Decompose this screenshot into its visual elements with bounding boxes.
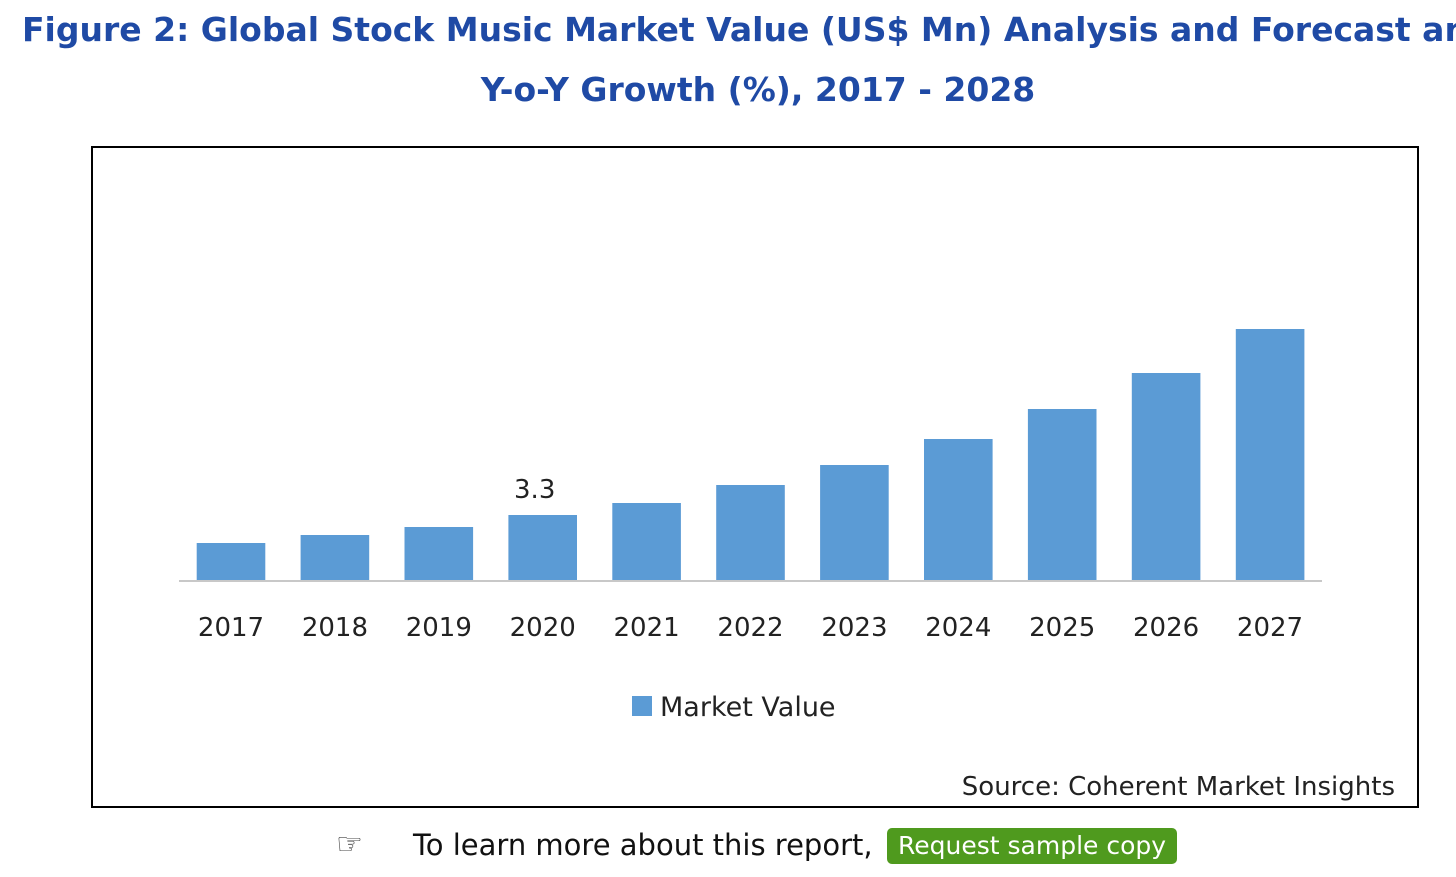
bar-2023 xyxy=(820,465,889,581)
figure-title-line1: Figure 2: Global Stock Music Market Valu… xyxy=(22,10,1456,49)
source-text: Source: Coherent Market Insights xyxy=(962,772,1395,802)
bar-2017 xyxy=(196,543,266,581)
request-sample-copy-button[interactable]: Request sample copy xyxy=(887,828,1178,864)
x-tick-label-2025: 2025 xyxy=(1029,613,1095,643)
bar-2020 xyxy=(508,515,577,581)
bar-2022 xyxy=(716,485,785,581)
bar-2021 xyxy=(612,503,681,581)
x-tick-label-2026: 2026 xyxy=(1133,613,1199,643)
x-tick-label-2021: 2021 xyxy=(614,613,680,643)
bar-2027 xyxy=(1235,329,1305,581)
pointing-hand-icon: ☞ xyxy=(336,827,363,862)
cta-row: ☞ To learn more about this report, Reque… xyxy=(0,826,1456,866)
x-tick-label-2023: 2023 xyxy=(821,613,887,643)
x-tick-label-2027: 2027 xyxy=(1237,613,1303,643)
x-tick-label-2022: 2022 xyxy=(717,613,783,643)
x-tick-label-2019: 2019 xyxy=(406,613,472,643)
bars-layer xyxy=(196,329,1305,581)
x-tick-label-2017: 2017 xyxy=(198,613,264,643)
legend-label: Market Value xyxy=(660,692,836,723)
x-tick-label-2018: 2018 xyxy=(302,613,368,643)
legend: Market Value xyxy=(632,692,836,723)
data-labels: 3.3 xyxy=(514,475,555,505)
figure-title-line2: Y-o-Y Growth (%), 2017 - 2028 xyxy=(480,70,1036,109)
x-tick-label-2020: 2020 xyxy=(510,613,576,643)
bar-2018 xyxy=(300,535,370,581)
bar-2025 xyxy=(1027,409,1097,581)
bar-chart: 2017 2018 2019 2020 2021 2022 2023 2024 2025 2026… xyxy=(179,329,1395,802)
x-tick-label-2024: 2024 xyxy=(925,613,991,643)
bar-2019 xyxy=(404,527,474,581)
cta-text: To learn more about this report, xyxy=(413,828,873,862)
data-label-2020: 3.3 xyxy=(514,475,555,505)
bar-2026 xyxy=(1131,373,1201,581)
bar-2024 xyxy=(924,439,993,581)
legend-swatch xyxy=(632,696,652,716)
chart-frame: 2017 2018 2019 2020 2021 2022 2023 2024 2025 2026… xyxy=(91,146,1419,808)
x-tick-labels: 2017 2018 2019 2020 2021 2022 2023 2024 2025 2026… xyxy=(198,613,1303,643)
